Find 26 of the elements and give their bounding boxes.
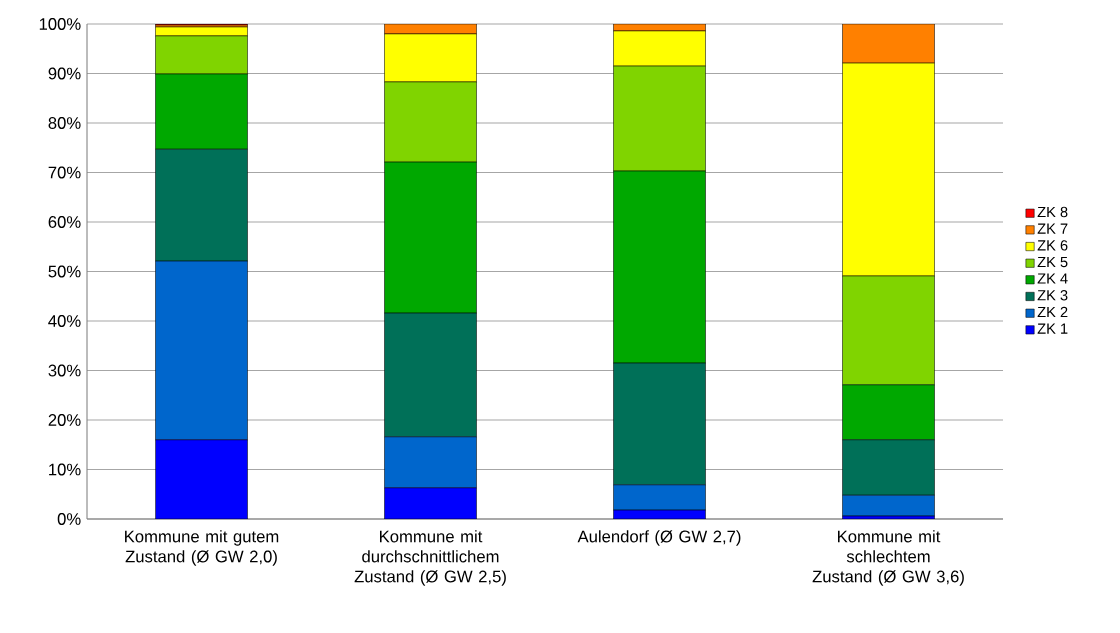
bar (155, 439, 248, 519)
y-tick-label: 50% (48, 265, 81, 278)
y-tick-label: 90% (48, 67, 81, 80)
y-tick-label: 60% (48, 216, 81, 228)
y-tick-label: 100% (39, 18, 81, 30)
legend-label: ZK 7 (1037, 223, 1068, 234)
y-tick-label: 30% (48, 364, 81, 377)
legend-label: ZK 5 (1037, 256, 1068, 268)
legend-label: ZK 8 (1037, 206, 1068, 218)
legend-label: ZK 3 (1037, 290, 1068, 301)
x-tick-label: Kommune mit schlechtem Zustand (Ø GW 3,6) (812, 530, 964, 586)
y-tick-label: 70% (48, 166, 81, 179)
y-tick-label: 20% (48, 414, 81, 426)
x-tick-label: Aulendorf (Ø GW 2,7) (577, 530, 741, 546)
bar (842, 24, 935, 64)
legend-label: ZK 1 (1037, 323, 1068, 334)
legend-label: ZK 6 (1037, 240, 1068, 251)
legend-label: ZK 2 (1037, 306, 1068, 318)
y-tick-label: 40% (48, 315, 81, 327)
legend-label: ZK 4 (1037, 273, 1068, 284)
y-tick-label: 10% (49, 463, 81, 476)
y-tick-label: 0% (57, 513, 81, 525)
y-tick-label: 80% (48, 117, 81, 129)
bar (384, 487, 477, 519)
x-tick-label: Kommune mit gutem Zustand (Ø GW 2,0) (125, 530, 279, 566)
x-tick-label: Kommune mit durchschnittlichem Zustand (Ø GW 2,5) (354, 530, 506, 586)
